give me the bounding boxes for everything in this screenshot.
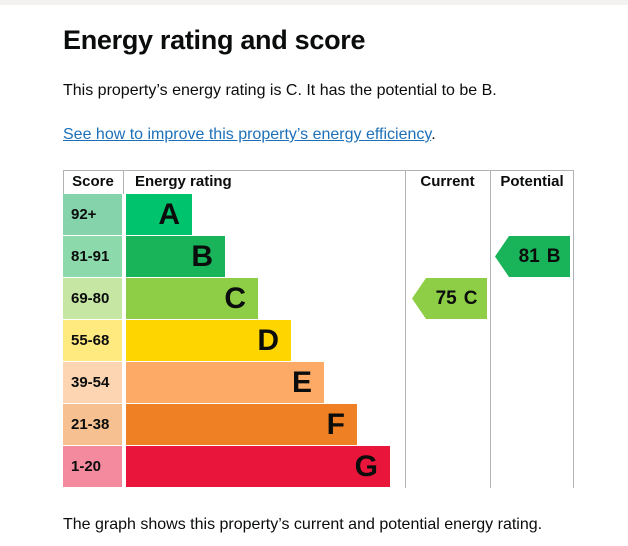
score-range-g: 1-20: [63, 446, 122, 487]
score-range-a: 92+: [63, 194, 122, 235]
current-rating-arrow: 75 C: [412, 278, 487, 319]
intro-text: This property’s energy rating is C. It h…: [63, 82, 497, 99]
rating-bar-c: C: [126, 278, 258, 319]
band-letter-g: G: [354, 450, 378, 483]
score-range-d: 55-68: [63, 320, 122, 361]
link-line: See how to improve this property’s energ…: [63, 125, 575, 145]
chart-top-border: [63, 170, 574, 171]
link-suffix: .: [431, 126, 436, 143]
rating-bar-d: D: [126, 320, 291, 361]
rating-bar-b: B: [126, 236, 225, 277]
chart-right-border: [573, 170, 574, 488]
potential-rating-arrow: 81 B: [495, 236, 570, 277]
header-potential: Potential: [500, 173, 564, 190]
band-letter-b: B: [191, 240, 213, 273]
current-column-left-line: [405, 170, 406, 488]
page-title: Energy rating and score: [63, 25, 366, 55]
page: Energy rating and score This property’s …: [63, 25, 575, 535]
band-letter-f: F: [326, 408, 345, 441]
score-range-b: 81-91: [63, 236, 122, 277]
band-letter-d: D: [257, 324, 279, 357]
chart-description: The graph shows this property’s current …: [63, 516, 543, 533]
band-letter-e: E: [291, 366, 312, 399]
improve-efficiency-link[interactable]: See how to improve this property’s energ…: [63, 126, 432, 143]
page-top-strip: [0, 0, 628, 5]
potential-rating-arrow-label: 81 B: [518, 245, 561, 267]
header-current: Current: [420, 173, 475, 190]
score-range-c: 69-80: [63, 278, 122, 319]
band-letter-a: A: [158, 198, 180, 231]
score-range-f: 21-38: [63, 404, 122, 445]
current-rating-arrow-shape: [412, 278, 487, 319]
rating-bar-g: G: [126, 446, 390, 487]
energy-rating-chart: Score Energy rating Current Potential 92…: [63, 170, 574, 488]
rating-bar-e: E: [126, 362, 324, 403]
header-energy-rating: Energy rating: [135, 173, 232, 190]
header-score: Score: [72, 173, 114, 190]
score-column-divider: [123, 170, 124, 194]
chart-left-border: [63, 170, 64, 194]
band-letter-c: C: [224, 282, 246, 315]
rating-bar-f: F: [126, 404, 357, 445]
rating-bar-a: A: [126, 194, 192, 235]
score-range-e: 39-54: [63, 362, 122, 403]
current-rating-arrow-label: 75 C: [435, 287, 478, 309]
current-column-right-line: [490, 170, 491, 488]
potential-rating-arrow-shape: [495, 236, 570, 277]
